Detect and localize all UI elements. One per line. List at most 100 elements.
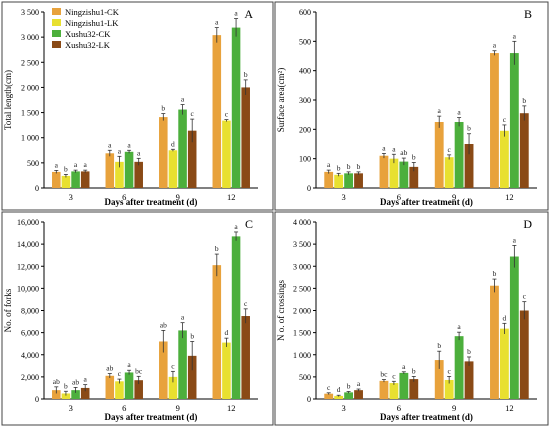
bar-xushu32-lk <box>354 390 363 399</box>
bar-ningzishu1-lk <box>389 158 399 188</box>
y-tick-label: 1 500 <box>21 109 39 118</box>
y-tick-label: 1 500 <box>293 329 311 338</box>
panel-border <box>274 1 549 211</box>
bar-ningzishu1-lk <box>168 376 178 399</box>
panel-letter: A <box>244 7 253 21</box>
significance-letter: a <box>438 106 442 115</box>
bar-xushu32-lk <box>80 387 90 399</box>
panel-border <box>274 211 549 426</box>
bar-xushu32-ck <box>509 256 519 399</box>
bar-xushu32-lk <box>241 316 250 399</box>
y-axis-title: Surface area(cm²) <box>276 68 286 132</box>
bar-ningzishu1-ck <box>490 285 499 399</box>
bar-xushu32-ck <box>454 336 464 399</box>
bar-ningzishu1-ck <box>159 117 168 188</box>
significance-letter: b <box>215 244 219 253</box>
significance-letter: ab <box>400 148 407 157</box>
y-tick-label: 1 000 <box>21 134 39 143</box>
significance-letter: a <box>327 160 331 169</box>
bar-xushu32-ck <box>399 372 409 399</box>
significance-letter: b <box>437 341 441 350</box>
bar-ningzishu1-ck <box>434 122 444 188</box>
bar-ningzishu1-lk <box>61 393 71 399</box>
x-axis-title: Days after treatment (d) <box>105 197 198 207</box>
y-tick-label: 600 <box>299 8 311 17</box>
bar-ningzishu1-lk <box>115 161 124 188</box>
panel-d: 0 500 1 000 1 500 2 000 2 500 3 000 3 500 4 000 N… <box>274 211 549 426</box>
significance-letter: a <box>513 31 517 40</box>
significance-letter: b <box>347 162 351 171</box>
bar-ningzishu1-lk <box>499 328 509 399</box>
bar-ningzishu1-ck <box>379 155 389 188</box>
significance-letter: a <box>392 144 396 153</box>
bar-ningzishu1-ck <box>159 341 168 399</box>
bar-ningzishu1-ck <box>490 53 499 188</box>
x-tick-label: 3 <box>342 403 346 413</box>
x-tick-label: 12 <box>227 403 236 413</box>
significance-letter: b <box>412 152 416 161</box>
bar-xushu32-ck <box>231 27 241 188</box>
bar-xushu32-ck <box>178 109 187 188</box>
panel-border <box>1 211 274 426</box>
x-tick-label: 12 <box>505 192 514 202</box>
significance-letter: b <box>347 381 351 390</box>
significance-letter: a <box>74 160 78 169</box>
legend-label: Xushu32-CK <box>65 29 111 39</box>
x-tick-label: 9 <box>452 403 456 413</box>
bar-ningzishu1-lk <box>222 342 231 399</box>
significance-letter: a <box>108 140 112 149</box>
significance-letter: ab <box>160 320 167 329</box>
significance-letter: c <box>118 369 122 378</box>
panel-c: 0 2,000 4,000 6,000 8,000 10,000 12,000 14,000 1… <box>1 211 274 426</box>
bar-ningzishu1-ck <box>105 153 115 188</box>
significance-letter: b <box>161 104 165 113</box>
bar-ningzishu1-lk <box>168 150 178 188</box>
x-tick-label: 6 <box>122 403 126 413</box>
panel-letter: D <box>523 217 532 231</box>
significance-letter: a <box>127 360 131 369</box>
x-tick-label: 3 <box>342 192 346 202</box>
significance-letter: a <box>181 313 185 322</box>
bar-ningzishu1-ck <box>105 375 115 399</box>
significance-letter: c <box>447 145 451 154</box>
significance-letter: b <box>337 163 341 172</box>
significance-letter: a <box>357 379 361 388</box>
bar-ningzishu1-ck <box>52 171 61 188</box>
y-tick-label: 3 500 <box>293 240 311 249</box>
y-tick-label: 16,000 <box>17 218 39 227</box>
significance-letter: d <box>225 328 229 337</box>
y-tick-label: 4,000 <box>21 351 39 360</box>
significance-letter: c <box>523 292 527 301</box>
y-tick-label: 500 <box>299 37 311 46</box>
significance-letter: a <box>457 322 461 331</box>
bar-xushu32-lk <box>464 144 474 188</box>
bar-ningzishu1-ck <box>52 390 61 399</box>
y-tick-label: 2 000 <box>21 83 39 92</box>
x-tick-label: 6 <box>397 403 401 413</box>
x-tick-label: 9 <box>176 403 180 413</box>
y-axis-title: No. of forks <box>3 288 13 332</box>
bar-xushu32-ck <box>399 161 409 188</box>
bar-xushu32-lk <box>354 173 363 188</box>
bar-xushu32-ck <box>124 151 134 188</box>
y-tick-label: 8,000 <box>21 307 39 316</box>
bar-ningzishu1-lk <box>222 120 231 188</box>
bar-ningzishu1-lk <box>499 130 509 188</box>
bar-ningzishu1-lk <box>444 157 454 188</box>
bar-xushu32-ck <box>344 392 354 399</box>
y-tick-label: 6,000 <box>21 329 39 338</box>
bar-xushu32-ck <box>231 236 241 399</box>
y-tick-label: 200 <box>299 125 311 134</box>
significance-letter: b <box>467 347 471 356</box>
bar-ningzishu1-ck <box>434 360 444 399</box>
bar-ningzishu1-lk <box>115 381 124 399</box>
significance-letter: ab <box>72 377 79 386</box>
y-tick-label: 3 000 <box>293 262 311 271</box>
legend-swatch <box>52 30 61 37</box>
significance-letter: d <box>337 385 341 394</box>
x-axis-title: Days after treatment (d) <box>105 412 198 422</box>
significance-letter: a <box>402 362 406 371</box>
